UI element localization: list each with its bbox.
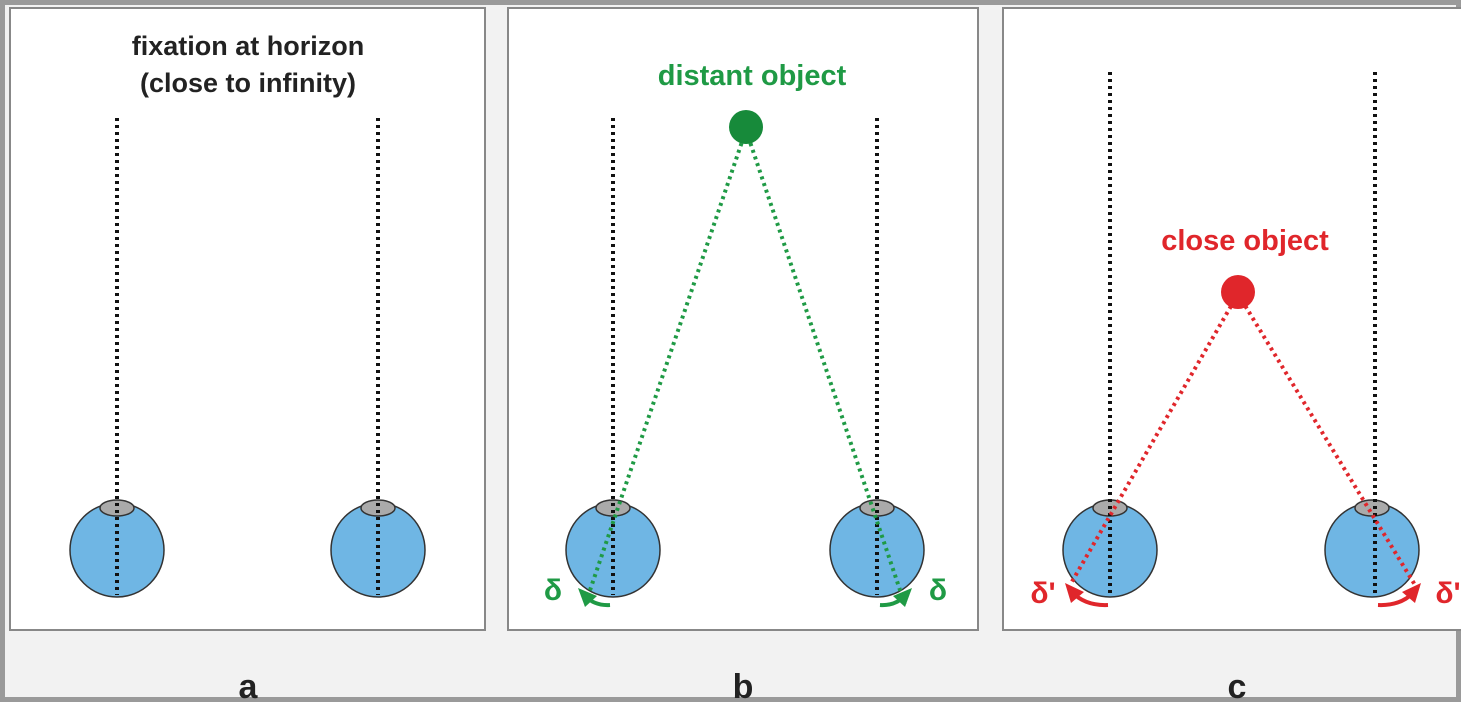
- angle-label: δ: [544, 574, 562, 607]
- panel-label: c: [1228, 668, 1247, 702]
- panel-label: b: [733, 668, 754, 702]
- panel-title: fixation at horizon: [132, 31, 365, 61]
- panel-label: a: [239, 668, 259, 702]
- angle-label: δ': [1030, 577, 1055, 610]
- object-label: distant object: [658, 60, 847, 92]
- panel-title: (close to infinity): [140, 68, 356, 98]
- diagram: fixation at horizon (close to infinity) …: [0, 0, 1461, 702]
- angle-label: δ: [929, 574, 947, 607]
- object-label: close object: [1161, 225, 1329, 257]
- angle-label: δ': [1435, 577, 1460, 610]
